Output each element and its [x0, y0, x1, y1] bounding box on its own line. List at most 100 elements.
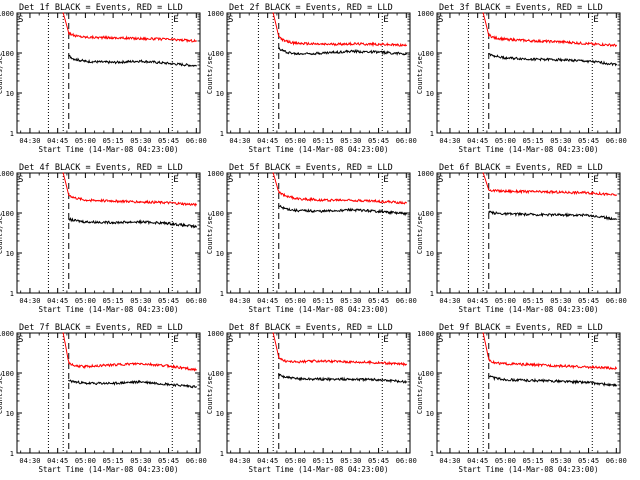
- end-marker-label: E: [173, 175, 178, 185]
- panel-det-9f: Det 9f BLACK = Events, RED = LLD 1 10 100 10…: [416, 323, 627, 474]
- y-tick-label: 100: [421, 50, 434, 58]
- data-point-events: [405, 53, 407, 55]
- x-tick-label: 04:30: [229, 297, 250, 305]
- y-tick-label: 1000: [207, 170, 224, 178]
- panel-det-8f: Det 8f BLACK = Events, RED = LLD 1 10 100 10…: [206, 323, 417, 474]
- data-point-lld: [488, 358, 490, 360]
- x-tick-label: 05:00: [75, 137, 96, 145]
- start-marker-label: S: [228, 335, 233, 345]
- data-point-events: [615, 385, 617, 387]
- data-point-events: [322, 378, 324, 380]
- data-point-lld: [68, 194, 70, 196]
- data-point-events: [493, 55, 495, 57]
- data-point-events: [350, 209, 352, 211]
- data-point-lld: [140, 37, 142, 40]
- x-tick-label: 05:30: [340, 297, 361, 305]
- plot-title: Det 6f BLACK = Events, RED = LLD: [439, 163, 603, 173]
- x-tick-label: 05:45: [368, 297, 389, 305]
- data-point-lld: [322, 43, 324, 45]
- series-line-lld: [62, 332, 197, 372]
- data-point-lld: [278, 356, 280, 358]
- y-tick-label: 10: [426, 250, 434, 258]
- y-tick-label: 1000: [0, 170, 14, 178]
- data-point-events: [84, 382, 86, 384]
- x-tick-label: 06:00: [186, 457, 207, 465]
- x-tick-label: 04:45: [47, 297, 68, 305]
- plot-frame: [436, 12, 621, 134]
- data-point-lld: [272, 12, 274, 14]
- x-tick-label: 05:45: [368, 457, 389, 465]
- x-axis-label: Start Time (14-Mar-08 04:23:00): [249, 465, 389, 474]
- plot-title: Det 1f BLACK = Events, RED = LLD: [19, 3, 183, 13]
- y-tick-label: 1: [430, 130, 434, 138]
- data-point-events: [588, 60, 590, 62]
- data-point-events: [322, 210, 324, 212]
- end-marker-label: E: [383, 15, 388, 25]
- plot-title: Det 2f BLACK = Events, RED = LLD: [229, 3, 393, 13]
- data-point-lld: [84, 199, 86, 201]
- y-axis-label: Counts/sec: [0, 372, 4, 414]
- y-tick-label: 100: [211, 50, 224, 58]
- data-point-lld: [195, 40, 197, 42]
- data-point-events: [168, 222, 170, 224]
- y-axis-label: Counts/sec: [206, 212, 214, 254]
- data-point-lld: [283, 194, 285, 196]
- data-point-events: [405, 213, 407, 215]
- x-tick-label: 04:30: [19, 457, 40, 465]
- data-point-lld: [68, 32, 70, 34]
- data-point-lld: [73, 35, 75, 37]
- data-point-lld: [68, 362, 70, 364]
- series-line-events: [278, 47, 407, 56]
- x-tick-label: 06:00: [606, 297, 627, 305]
- x-tick-label: 05:30: [340, 457, 361, 465]
- data-point-lld: [588, 366, 590, 368]
- y-axis-label: Counts/sec: [206, 52, 214, 94]
- x-tick-label: 05:30: [340, 137, 361, 145]
- x-axis-label: Start Time (14-Mar-08 04:23:00): [39, 145, 179, 154]
- x-tick-label: 05:30: [130, 297, 151, 305]
- x-tick-label: 04:45: [47, 137, 68, 145]
- data-point-lld: [405, 363, 407, 365]
- data-point-events: [68, 218, 70, 220]
- x-axis-label: Start Time (14-Mar-08 04:23:00): [39, 305, 179, 314]
- data-point-lld: [504, 190, 506, 192]
- data-point-lld: [532, 40, 534, 42]
- data-point-events: [532, 58, 534, 60]
- y-tick-label: 10: [6, 410, 14, 418]
- data-point-lld: [62, 12, 64, 14]
- data-point-lld: [560, 365, 562, 367]
- data-point-lld: [504, 363, 506, 365]
- x-tick-label: 06:00: [606, 457, 627, 465]
- x-tick-label: 05:45: [158, 297, 179, 305]
- data-point-lld: [294, 197, 296, 200]
- data-point-lld: [378, 43, 380, 45]
- panel-det-3f: Det 3f BLACK = Events, RED = LLD 1 10 100 10…: [416, 3, 627, 154]
- data-point-events: [488, 375, 490, 377]
- x-tick-label: 05:45: [578, 297, 599, 305]
- x-tick-label: 04:30: [19, 137, 40, 145]
- data-point-lld: [504, 38, 506, 40]
- plot-frame: [436, 172, 621, 294]
- data-point-lld: [493, 37, 495, 39]
- data-point-events: [283, 376, 285, 378]
- y-tick-label: 1000: [417, 170, 434, 178]
- data-point-events: [560, 380, 562, 382]
- data-point-lld: [493, 362, 495, 364]
- series-line-lld: [272, 12, 407, 48]
- x-tick-label: 05:30: [130, 137, 151, 145]
- y-tick-label: 10: [6, 90, 14, 98]
- end-marker-label: E: [383, 335, 388, 345]
- data-point-events: [532, 213, 534, 215]
- end-marker-label: E: [593, 335, 598, 345]
- data-point-events: [195, 226, 197, 228]
- data-point-lld: [140, 201, 142, 203]
- data-point-events: [294, 210, 296, 212]
- x-tick-label: 06:00: [186, 137, 207, 145]
- plot-frame: [16, 332, 201, 454]
- data-point-lld: [294, 361, 296, 363]
- data-point-events: [140, 60, 142, 62]
- data-point-events: [283, 207, 285, 209]
- data-point-events: [278, 205, 280, 207]
- end-marker-label: E: [173, 335, 178, 345]
- plot-title: Det 3f BLACK = Events, RED = LLD: [439, 3, 603, 13]
